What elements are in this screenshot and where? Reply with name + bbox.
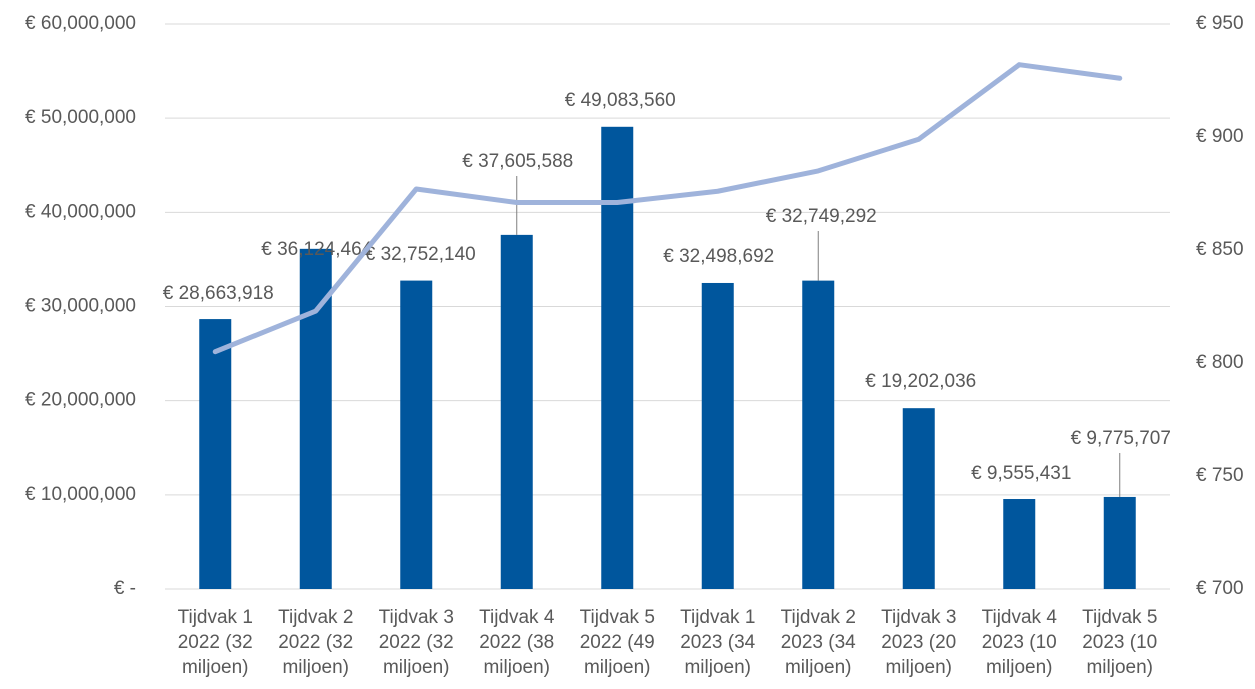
y2-tick-label: € 700 [1196,578,1244,599]
bar [601,126,634,589]
x-tick-label: Tijdvak 4 2022 (38 miljoen) [479,607,555,678]
bar [199,319,232,589]
bar [400,280,433,589]
data-label: € 37,605,588 [462,151,573,172]
y-tick-label: € 60,000,000 [25,13,136,34]
y-tick-label: € 50,000,000 [25,107,136,128]
x-tick-label: Tijdvak 3 2023 (20 miljoen) [881,607,956,678]
bar [902,408,935,589]
data-label: € 49,083,560 [565,90,676,111]
data-label: € 36,124,464 [261,239,372,260]
x-tick-label: Tijdvak 1 2023 (34 miljoen) [680,607,756,678]
x-tick-label: Tijdvak 2 2022 (32 miljoen) [278,607,353,678]
y-tick-label: € 40,000,000 [25,201,136,222]
y2-tick-label: € 950 [1196,13,1244,34]
y2-tick-label: € 750 [1196,465,1244,486]
bar [500,234,533,589]
x-tick-label: Tijdvak 5 2022 (49 miljoen) [580,607,655,678]
x-tick-label: Tijdvak 5 2023 (10 miljoen) [1082,607,1157,678]
data-label: € 9,555,431 [971,463,1071,484]
line [212,62,1123,355]
data-label: € 28,663,918 [163,283,274,304]
data-label: € 19,202,036 [865,371,976,392]
x-tick-label: Tijdvak 1 2022 (32 miljoen) [178,607,253,678]
bar [802,280,835,589]
x-tick-label: Tijdvak 3 2022 (32 miljoen) [379,607,454,678]
data-label: € 32,749,292 [766,206,877,227]
bar [299,248,332,590]
x-tick-label: Tijdvak 4 2023 (10 miljoen) [982,607,1058,678]
y-tick-label: € 10,000,000 [25,484,136,505]
y2-tick-label: € 900 [1196,126,1244,147]
bar [1103,496,1136,589]
bar [1003,499,1036,589]
bar [701,282,734,589]
y-tick-label: € 20,000,000 [25,390,136,411]
y2-tick-label: € 850 [1196,239,1244,260]
data-label: € 32,752,140 [365,244,476,265]
y-tick-label: € 30,000,000 [25,296,136,317]
data-label: € 32,498,692 [663,246,774,267]
y-tick-label: € - [114,578,136,599]
data-label: € 9,775,707 [1071,428,1171,449]
y2-tick-label: € 800 [1196,352,1244,373]
x-tick-label: Tijdvak 2 2023 (34 miljoen) [781,607,857,678]
